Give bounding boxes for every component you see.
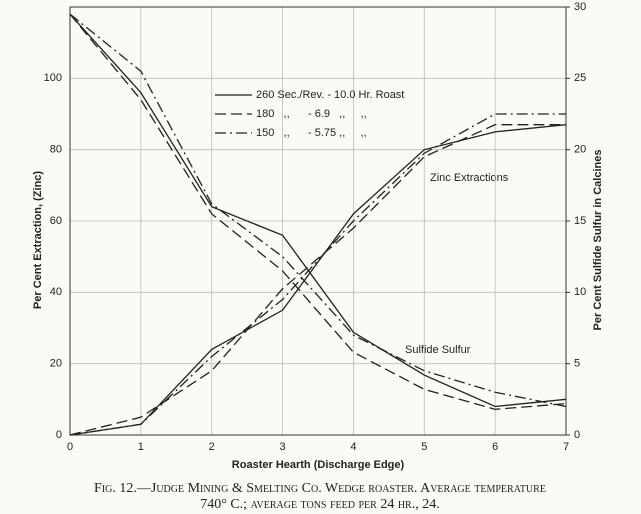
x-tick-label: 0	[67, 441, 73, 453]
x-tick-label: 7	[563, 441, 569, 453]
x-tick-label: 5	[421, 441, 427, 453]
x-tick-label: 4	[350, 441, 356, 453]
y-tick-label: 80	[50, 144, 62, 156]
annotation: Sulfide Sulfur	[405, 344, 471, 356]
legend-label: 180 ,, - 6.9 ,, ,,	[256, 108, 367, 120]
data-line	[69, 13, 567, 408]
y2-tick-label: 30	[574, 1, 586, 13]
y2-axis-label: Per Cent Sulfide Sulfur in Calcines	[592, 150, 604, 331]
data-line	[69, 124, 567, 436]
legend-label: 150 ,, - 5.75 ,, ,,	[256, 127, 367, 139]
x-tick-label: 3	[280, 441, 286, 453]
y-tick-label: 40	[50, 286, 62, 298]
x-axis-label: Roaster Hearth (Discharge Edge)	[232, 459, 405, 471]
data-line	[69, 13, 567, 410]
x-tick-label: 2	[209, 441, 215, 453]
y-tick-label: 100	[44, 72, 62, 84]
y2-tick-label: 20	[574, 144, 586, 156]
plot-frame	[69, 6, 567, 436]
legend-label: 260 Sec./Rev. - 10.0 Hr. Roast	[256, 89, 404, 101]
y2-tick-label: 5	[574, 358, 580, 370]
annotation: Zinc Extractions	[430, 172, 509, 184]
x-tick-label: 1	[138, 441, 144, 453]
caption: Fig. 12.—Judge Mining & Smelting Co. Wed…	[94, 481, 546, 496]
y-tick-label: 0	[56, 429, 62, 441]
y2-tick-label: 10	[574, 286, 586, 298]
y2-tick-label: 15	[574, 215, 586, 227]
x-tick-label: 6	[492, 441, 498, 453]
y-tick-label: 20	[50, 358, 62, 370]
y-axis-label: Per Cent Extraction, (Zinc)	[32, 171, 44, 309]
data-line	[69, 13, 567, 408]
caption: 740° C.; average tons feed per 24 hr., 2…	[200, 497, 439, 512]
y2-tick-label: 25	[574, 72, 586, 84]
y2-tick-label: 0	[574, 429, 580, 441]
y-tick-label: 60	[50, 215, 62, 227]
data-line	[69, 113, 566, 436]
data-line	[69, 124, 566, 436]
